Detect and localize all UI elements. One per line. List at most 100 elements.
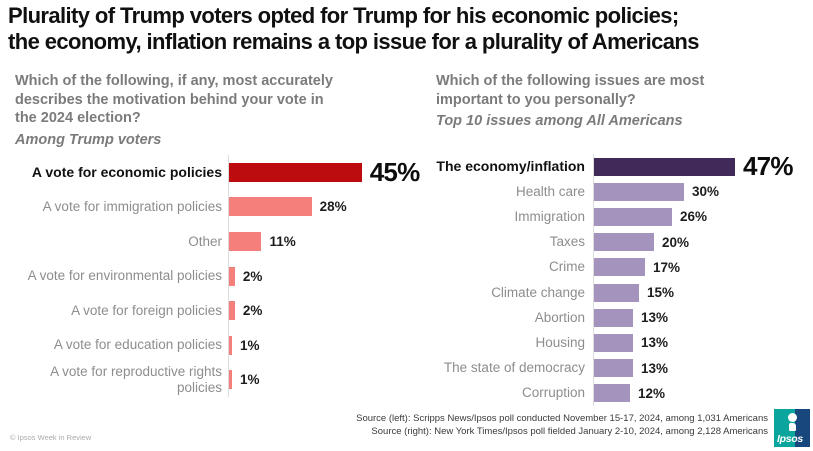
bar-value: 2% bbox=[242, 303, 263, 319]
bar-value: 30% bbox=[692, 184, 720, 200]
bar-label: The economy/inflation bbox=[436, 158, 585, 175]
bar-value: 47% bbox=[743, 151, 793, 182]
question-line: the 2024 election? bbox=[15, 110, 141, 126]
copyright-note: © Ipsos Week in Review bbox=[10, 433, 92, 442]
bar-area: 13% bbox=[593, 330, 811, 356]
bar bbox=[229, 301, 235, 321]
bar-row: The state of democracy 13% bbox=[436, 355, 811, 381]
bar-label: Other bbox=[188, 233, 222, 249]
bar bbox=[594, 157, 735, 176]
bar-label: A vote for education policies bbox=[53, 337, 222, 353]
bar-label: Health care bbox=[515, 183, 585, 199]
bar-row: A vote for foreign policies 2% bbox=[15, 293, 427, 328]
bar-value: 13% bbox=[641, 335, 669, 351]
bar-value: 1% bbox=[239, 337, 260, 353]
bar-value: 17% bbox=[653, 259, 681, 275]
bar-label: A vote for environmental policies bbox=[27, 268, 222, 284]
bar-area: 15% bbox=[593, 279, 811, 306]
chart-important-issues: Which of the following issues are most im… bbox=[436, 72, 811, 406]
bar-value: 26% bbox=[680, 209, 708, 225]
logo-text: Ipsos bbox=[777, 433, 803, 445]
bar-row: A vote for reproductive rights policies 1… bbox=[15, 362, 427, 398]
bar-label: Immigration bbox=[514, 209, 585, 224]
bar bbox=[594, 308, 633, 327]
bar-value: 1% bbox=[239, 372, 260, 388]
bar-label: A vote for immigration policies bbox=[42, 198, 222, 214]
bar-area: 45% bbox=[228, 155, 427, 190]
bar-label: Taxes bbox=[549, 234, 585, 250]
page-title-line1: Plurality of Trump voters opted for Trum… bbox=[8, 3, 679, 28]
chart-question: Which of the following, if any, most acc… bbox=[15, 72, 427, 128]
bar-label: Climate change bbox=[491, 284, 585, 300]
bar-value: 13% bbox=[641, 310, 669, 326]
bar-label: Crime bbox=[549, 259, 585, 275]
bar-area: 20% bbox=[593, 229, 811, 255]
bar bbox=[594, 258, 645, 277]
bar-area: 26% bbox=[593, 204, 811, 230]
bar-label: A vote for economic policies bbox=[31, 164, 222, 181]
bar bbox=[594, 182, 684, 201]
bar-area: 13% bbox=[593, 355, 811, 381]
bar-row: Climate change 15% bbox=[436, 279, 811, 306]
bar-area: 12% bbox=[593, 380, 811, 406]
page-title-line2: the economy, inflation remains a top iss… bbox=[8, 29, 700, 54]
bar-value: 2% bbox=[242, 268, 263, 284]
bar bbox=[229, 231, 262, 251]
bar-label: A vote for reproductive rights policies bbox=[50, 363, 222, 395]
bar-value: 45% bbox=[369, 156, 420, 187]
bar bbox=[229, 197, 312, 217]
bar-area: 13% bbox=[593, 305, 811, 331]
bar-row: Housing 13% bbox=[436, 330, 811, 356]
bar-row: Health care 30% bbox=[436, 179, 811, 205]
source-notes: Source (left): Scripps News/Ipsos poll c… bbox=[356, 412, 768, 438]
question-line: Which of the following issues are most bbox=[436, 73, 705, 89]
bar-row: Abortion 13% bbox=[436, 305, 811, 331]
question-line: Which of the following, if any, most acc… bbox=[15, 73, 333, 89]
person-silhouette-icon bbox=[788, 413, 797, 431]
source-right: Source (right): New York Times/Ipsos pol… bbox=[371, 426, 768, 437]
chart-subtitle: Among Trump voters bbox=[15, 131, 162, 148]
bar bbox=[594, 233, 654, 252]
chart-question: Which of the following issues are most im… bbox=[436, 72, 811, 109]
bar-row: A vote for environmental policies 2% bbox=[15, 258, 427, 294]
bar-row: Crime 17% bbox=[436, 254, 811, 280]
bar-value: 28% bbox=[319, 199, 347, 215]
bar-row: A vote for immigration policies 28% bbox=[15, 189, 427, 225]
bar-value: 20% bbox=[662, 234, 690, 250]
bar bbox=[594, 359, 633, 378]
bar-value: 15% bbox=[647, 285, 675, 301]
bar-rows: The economy/inflation 47% Health care 30% Im… bbox=[436, 151, 811, 406]
bar-label: A vote for foreign policies bbox=[71, 302, 222, 318]
bar-row: A vote for economic policies 45% bbox=[15, 155, 427, 190]
bar-label: Abortion bbox=[534, 309, 585, 325]
bar-row: Immigration 26% bbox=[436, 204, 811, 230]
bar-area: 1% bbox=[228, 327, 427, 363]
bar-row: A vote for education policies 1% bbox=[15, 327, 427, 363]
bar bbox=[594, 384, 630, 403]
bar bbox=[229, 162, 362, 182]
bar-row: Corruption 12% bbox=[436, 380, 811, 406]
chart-subtitle: Top 10 issues among All Americans bbox=[436, 113, 683, 129]
bar-area: 2% bbox=[228, 258, 427, 294]
chart-trump-voter-motivation: Which of the following, if any, most acc… bbox=[15, 72, 427, 398]
bar-area: 1% bbox=[228, 362, 427, 398]
page-title: Plurality of Trump voters opted for Trum… bbox=[8, 3, 700, 55]
question-line: important to you personally? bbox=[436, 91, 636, 108]
bar bbox=[594, 333, 633, 352]
bar-label: Corruption bbox=[521, 385, 585, 401]
bar-row: Taxes 20% bbox=[436, 229, 811, 255]
bar-value: 13% bbox=[641, 360, 669, 376]
ipsos-logo: Ipsos bbox=[774, 409, 810, 447]
bar-area: 11% bbox=[228, 224, 427, 259]
bar-rows: A vote for economic policies 45% A vote fo… bbox=[15, 155, 427, 398]
bar bbox=[229, 266, 235, 286]
bar-area: 47% bbox=[593, 151, 811, 182]
bar-value: 12% bbox=[638, 385, 666, 401]
bar-label: The state of democracy bbox=[443, 360, 585, 376]
question-line: describes the motivation behind your vot… bbox=[15, 91, 324, 108]
bar-value: 11% bbox=[269, 233, 296, 249]
bar bbox=[229, 335, 232, 355]
bar-row: The economy/inflation 47% bbox=[436, 151, 811, 182]
bar-area: 17% bbox=[593, 254, 811, 280]
